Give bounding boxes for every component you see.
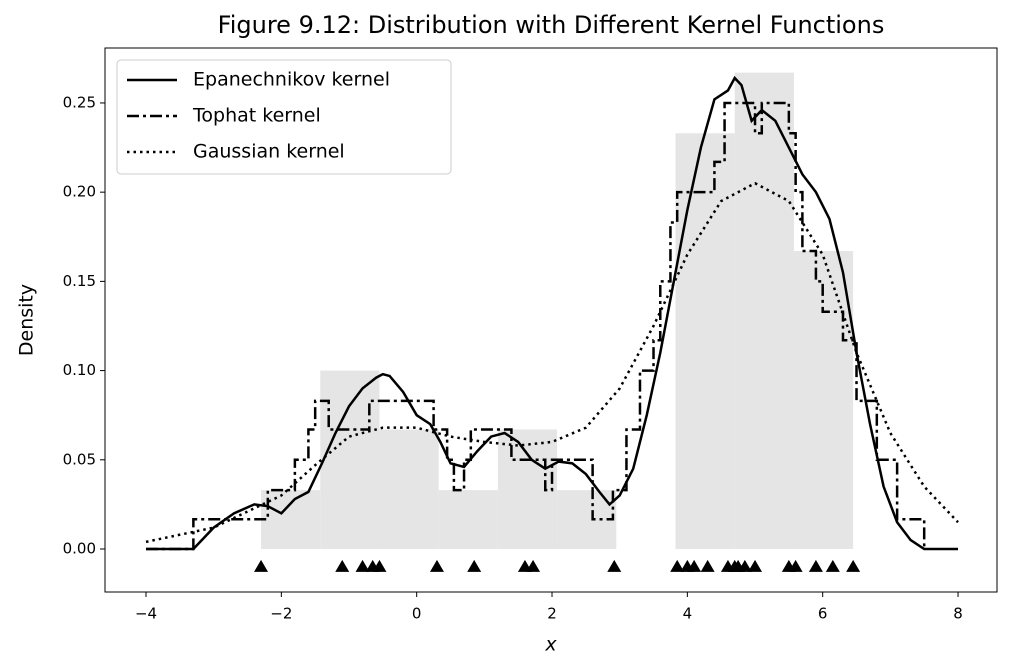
histogram-bar: [379, 429, 439, 550]
y-tick-label: 0.10: [63, 361, 96, 379]
histogram-bar: [261, 490, 321, 550]
legend-label: Epanechnikov kernel: [193, 69, 390, 91]
rug-marker: [467, 559, 482, 572]
histogram-bar: [675, 133, 735, 550]
plot: [145, 72, 959, 572]
y-tick-label: 0.25: [63, 93, 96, 111]
plot-frame: [104, 47, 998, 593]
rug-marker: [429, 559, 444, 572]
rug-marker: [355, 559, 370, 572]
legend-label: Gaussian kernel: [193, 141, 345, 163]
legend-label: Tophat kernel: [192, 105, 321, 127]
x-tick-label: 2: [547, 605, 557, 623]
histogram-bar: [497, 429, 558, 550]
histogram-bar: [438, 490, 498, 550]
chart-title: Figure 9.12: Distribution with Different…: [218, 11, 885, 39]
rug-marker: [788, 559, 803, 572]
rug-marker: [335, 559, 350, 572]
histogram-bar: [320, 370, 380, 550]
x-tick-label: 4: [683, 605, 693, 623]
rug-marker: [825, 559, 840, 572]
rug-marker: [700, 559, 715, 572]
x-tick-label: 8: [953, 605, 963, 623]
rug-marker: [670, 559, 685, 572]
kernel-line: [146, 101, 926, 551]
rug-marker: [607, 559, 622, 572]
y-tick-label: 0.05: [63, 450, 96, 468]
rug-marker: [687, 559, 702, 572]
y-axis-label: Density: [16, 284, 38, 356]
legend-box: [116, 59, 452, 175]
histogram-bar: [734, 72, 794, 550]
rug-marker: [737, 559, 752, 572]
rug-marker: [526, 559, 541, 572]
x-tick-label: −4: [135, 605, 157, 623]
x-tick-label: 0: [412, 605, 422, 623]
rug-marker: [254, 559, 269, 572]
rug-marker: [808, 559, 823, 572]
y-tick-label: 0.15: [63, 272, 96, 290]
x-axis-label: x: [544, 634, 557, 656]
kernel-line: [145, 181, 959, 544]
y-tick-label: 0.00: [63, 540, 96, 558]
x-tick-label: −2: [270, 605, 292, 623]
rug-marker: [748, 559, 763, 572]
rug-marker: [372, 559, 387, 572]
rug-marker: [846, 559, 861, 572]
y-tick-label: 0.20: [63, 183, 96, 201]
kernel-line: [146, 75, 959, 551]
x-tick-label: 6: [818, 605, 828, 623]
